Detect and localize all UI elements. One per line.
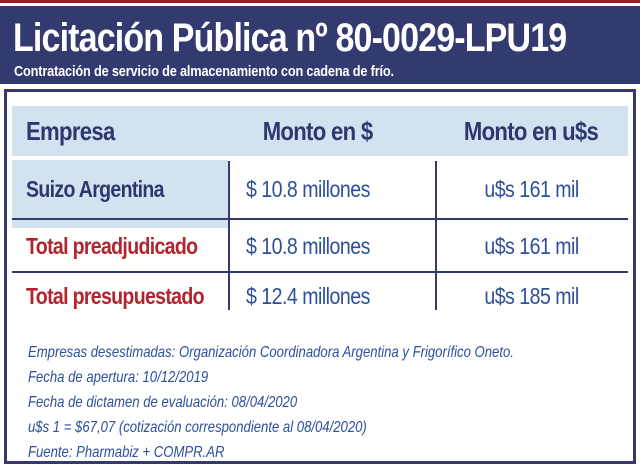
- column-header-empresa-label: Empresa: [26, 116, 115, 146]
- top-accent-bar: [0, 0, 640, 3]
- note-fuente-text: Fuente: Pharmabiz + COMPR.AR: [28, 444, 225, 461]
- company-monto-pesos-value: $ 10.8 millones: [246, 176, 370, 202]
- presupuestado-monto-pesos-value: $ 12.4 millones: [246, 283, 370, 309]
- row-divider-2: [12, 271, 628, 273]
- presupuestado-monto-usd-value: u$s 185 mil: [484, 283, 579, 309]
- page-subtitle: Contratación de servicio de almacenamien…: [14, 63, 394, 80]
- table-row-company-monto-pesos: $ 10.8 millones: [246, 160, 426, 218]
- note-fecha-apertura-text: Fecha de apertura: 10/12/2019: [28, 369, 209, 386]
- table-row-preadjudicado-monto-usd: u$s 161 mil: [435, 221, 628, 271]
- page-title: Licitación Pública nº 80-0029-LPU19: [13, 16, 567, 60]
- table-row-total-presupuestado: Total presupuestado: [26, 273, 228, 319]
- header-band: Licitación Pública nº 80-0029-LPU19 Cont…: [0, 6, 640, 84]
- row-divider-1: [12, 218, 628, 220]
- preadjudicado-monto-usd-value: u$s 161 mil: [484, 233, 579, 259]
- column-header-monto-usd: Monto en u$s: [433, 106, 628, 156]
- note-empresas-desestimadas: Empresas desestimadas: Organización Coor…: [28, 340, 628, 365]
- note-cotizacion-text: u$s 1 = $67,07 (cotización correspondien…: [28, 419, 367, 436]
- column-header-monto-pesos: Monto en $: [214, 106, 421, 156]
- preadjudicado-monto-pesos-value: $ 10.8 millones: [246, 233, 370, 259]
- note-fecha-apertura: Fecha de apertura: 10/12/2019: [28, 365, 628, 390]
- table-row-company-monto-usd: u$s 161 mil: [435, 160, 628, 218]
- company-cell-background: [12, 160, 228, 228]
- table-row-company-name: Suizo Argentina: [26, 160, 228, 218]
- table-row-preadjudicado-monto-pesos: $ 10.8 millones: [246, 221, 426, 271]
- column-header-monto-usd-label: Monto en u$s: [463, 116, 598, 146]
- note-cotizacion: u$s 1 = $67,07 (cotización correspondien…: [28, 415, 628, 440]
- note-fecha-dictamen-text: Fecha de dictamen de evaluación: 08/04/2…: [28, 394, 298, 411]
- column-header-monto-pesos-label: Monto en $: [262, 116, 374, 146]
- footnotes: Empresas desestimadas: Organización Coor…: [28, 340, 628, 465]
- company-name-label: Suizo Argentina: [26, 176, 165, 202]
- column-divider-2: [435, 161, 437, 310]
- total-presupuestado-label: Total presupuestado: [26, 283, 205, 309]
- table-header-background: [12, 106, 628, 156]
- column-header-empresa: Empresa: [26, 106, 228, 156]
- note-fuente: Fuente: Pharmabiz + COMPR.AR: [28, 440, 628, 465]
- note-empresas-desestimadas-text: Empresas desestimadas: Organización Coor…: [28, 344, 514, 361]
- company-monto-usd-value: u$s 161 mil: [484, 176, 579, 202]
- column-divider-1: [228, 161, 230, 310]
- table-row-presupuestado-monto-usd: u$s 185 mil: [435, 273, 628, 319]
- table-row-total-preadjudicado: Total preadjudicado: [26, 221, 228, 271]
- note-fecha-dictamen: Fecha de dictamen de evaluación: 08/04/2…: [28, 390, 628, 415]
- total-preadjudicado-label: Total preadjudicado: [26, 233, 198, 259]
- table-row-presupuestado-monto-pesos: $ 12.4 millones: [246, 273, 426, 319]
